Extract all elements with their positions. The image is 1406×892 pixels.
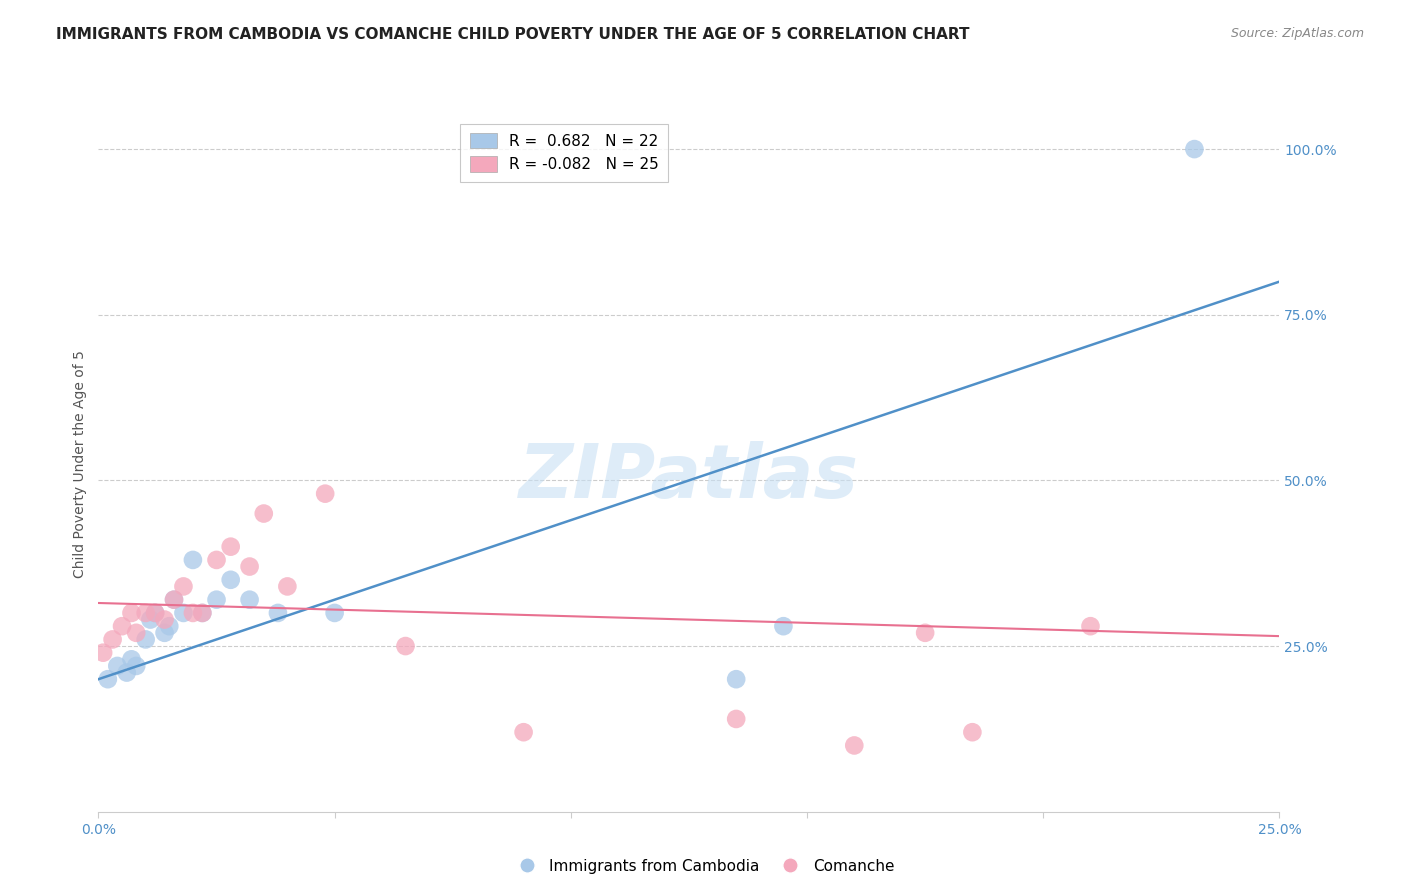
Point: [105, 659, 128, 673]
Point: [115, 665, 138, 680]
Legend: Immigrants from Cambodia, Comanche: Immigrants from Cambodia, Comanche: [505, 853, 901, 880]
Point: [253, 507, 276, 521]
Point: [1184, 142, 1206, 156]
Point: [725, 712, 748, 726]
Point: [219, 540, 242, 554]
Point: [276, 579, 298, 593]
Point: [172, 606, 194, 620]
Y-axis label: Child Poverty Under the Age of 5: Child Poverty Under the Age of 5: [73, 350, 87, 578]
Point: [125, 659, 148, 673]
Point: [772, 619, 794, 633]
Point: [121, 606, 143, 620]
Point: [219, 573, 242, 587]
Point: [205, 592, 228, 607]
Point: [125, 625, 148, 640]
Point: [97, 672, 120, 686]
Point: [135, 606, 157, 620]
Text: IMMIGRANTS FROM CAMBODIA VS COMANCHE CHILD POVERTY UNDER THE AGE OF 5 CORRELATIO: IMMIGRANTS FROM CAMBODIA VS COMANCHE CHI…: [56, 27, 970, 42]
Point: [143, 606, 166, 620]
Point: [172, 579, 194, 593]
Point: [181, 606, 204, 620]
Point: [239, 559, 262, 574]
Point: [91, 646, 114, 660]
Point: [163, 592, 186, 607]
Point: [139, 613, 162, 627]
Point: [205, 553, 228, 567]
Point: [143, 606, 166, 620]
Point: [135, 632, 157, 647]
Point: [121, 652, 143, 666]
Point: [962, 725, 984, 739]
Point: [394, 639, 416, 653]
Text: Source: ZipAtlas.com: Source: ZipAtlas.com: [1230, 27, 1364, 40]
Point: [323, 606, 346, 620]
Point: [153, 625, 176, 640]
Point: [163, 592, 186, 607]
Point: [267, 606, 290, 620]
Point: [111, 619, 134, 633]
Text: ZIPatlas: ZIPatlas: [519, 442, 859, 515]
Point: [153, 613, 176, 627]
Point: [181, 553, 204, 567]
Point: [157, 619, 180, 633]
Point: [725, 672, 748, 686]
Point: [1080, 619, 1102, 633]
Point: [191, 606, 214, 620]
Point: [191, 606, 214, 620]
Point: [914, 625, 936, 640]
Point: [512, 725, 534, 739]
Point: [101, 632, 124, 647]
Point: [314, 486, 336, 500]
Point: [239, 592, 262, 607]
Legend: R =  0.682   N = 22, R = -0.082   N = 25: R = 0.682 N = 22, R = -0.082 N = 25: [460, 124, 668, 182]
Point: [844, 739, 866, 753]
